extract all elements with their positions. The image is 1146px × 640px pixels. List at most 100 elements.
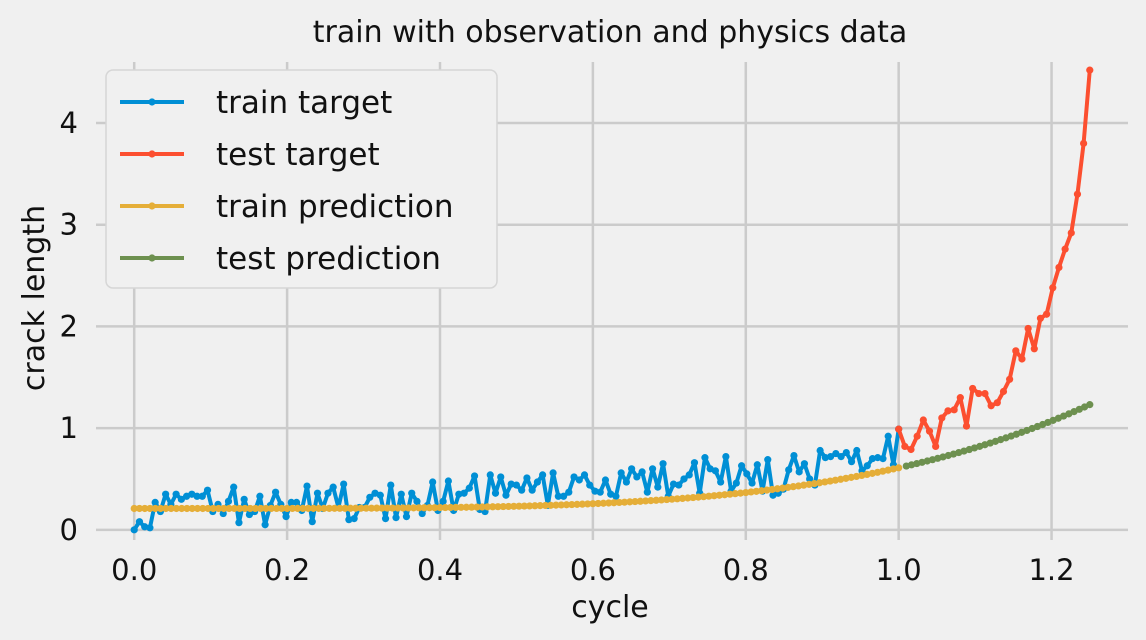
data-point [573,500,581,508]
data-point [547,501,555,509]
data-point [1018,355,1026,363]
data-point [526,502,534,510]
data-point [562,501,571,509]
data-point [715,491,724,499]
data-point [172,504,180,513]
data-point [884,432,892,440]
data-point [568,500,576,509]
data-point [794,482,803,490]
data-point [381,515,390,523]
data-point [444,477,452,485]
legend-swatch-marker [148,254,156,262]
data-point [827,453,835,461]
data-point [465,484,473,492]
data-point [643,488,651,496]
data-point [636,497,644,505]
data-point [785,466,793,474]
data-point [225,504,233,513]
data-point [431,504,439,512]
data-point [489,503,497,511]
data-point [177,495,185,503]
data-point [357,504,365,512]
data-point [425,504,434,512]
data-point [241,504,249,513]
data-point [533,478,541,486]
data-point [612,492,620,500]
data-point [815,479,824,487]
x-tick-label: 0.6 [570,553,616,587]
data-point [539,471,547,479]
data-point [1049,284,1057,292]
data-point [580,471,589,479]
data-point [805,480,813,488]
data-point [198,492,206,500]
data-point [919,416,927,424]
y-tick-label: 3 [60,208,78,242]
data-point [962,422,971,430]
data-point [336,504,344,512]
data-point [925,427,934,435]
data-point [350,515,358,523]
data-point [178,504,186,513]
data-point [340,480,348,488]
data-point [510,502,518,510]
data-point [515,502,523,510]
data-point [981,389,989,398]
data-point [837,453,845,461]
data-point [413,497,421,505]
data-point [944,407,952,415]
data-point [504,502,513,511]
legend-swatch-marker [148,98,156,106]
data-point [907,445,915,454]
y-tick-label: 0 [60,513,78,547]
data-point [320,504,328,512]
data-point [362,504,370,512]
data-point [654,483,662,491]
data-point [768,485,776,494]
data-point [304,504,312,512]
data-point [183,504,191,513]
y-tick-label: 1 [60,411,78,445]
data-point [341,504,349,512]
data-point [214,504,223,513]
data-point [773,485,782,493]
data-point [415,504,423,512]
data-point [721,491,729,499]
data-point [388,504,397,512]
data-point [408,489,416,497]
data-point [130,504,138,513]
data-point [491,489,500,497]
data-point [528,486,536,494]
series-test-target [895,66,1094,454]
data-point [863,462,871,470]
data-point [497,473,505,481]
data-point [680,475,688,483]
data-point [586,481,594,489]
data-point [531,502,539,510]
data-point [726,490,734,498]
data-point [1086,66,1094,74]
data-point [956,394,964,402]
data-point [146,504,154,513]
data-point [638,468,646,476]
data-point [376,491,384,499]
data-point [452,503,460,511]
data-point [701,454,709,462]
data-point [717,478,725,486]
x-tick-label: 0.4 [417,553,463,587]
data-point [366,493,374,501]
data-point [705,492,713,500]
legend-swatch-marker [148,202,156,210]
data-point [446,503,455,512]
data-point [987,402,995,410]
data-point [1030,345,1038,353]
data-point [648,465,657,473]
data-point [470,472,479,480]
data-point [601,476,610,484]
data-point [520,502,528,510]
data-point [441,503,449,512]
data-point [329,483,337,491]
data-point [1080,139,1088,147]
data-point [575,476,583,484]
